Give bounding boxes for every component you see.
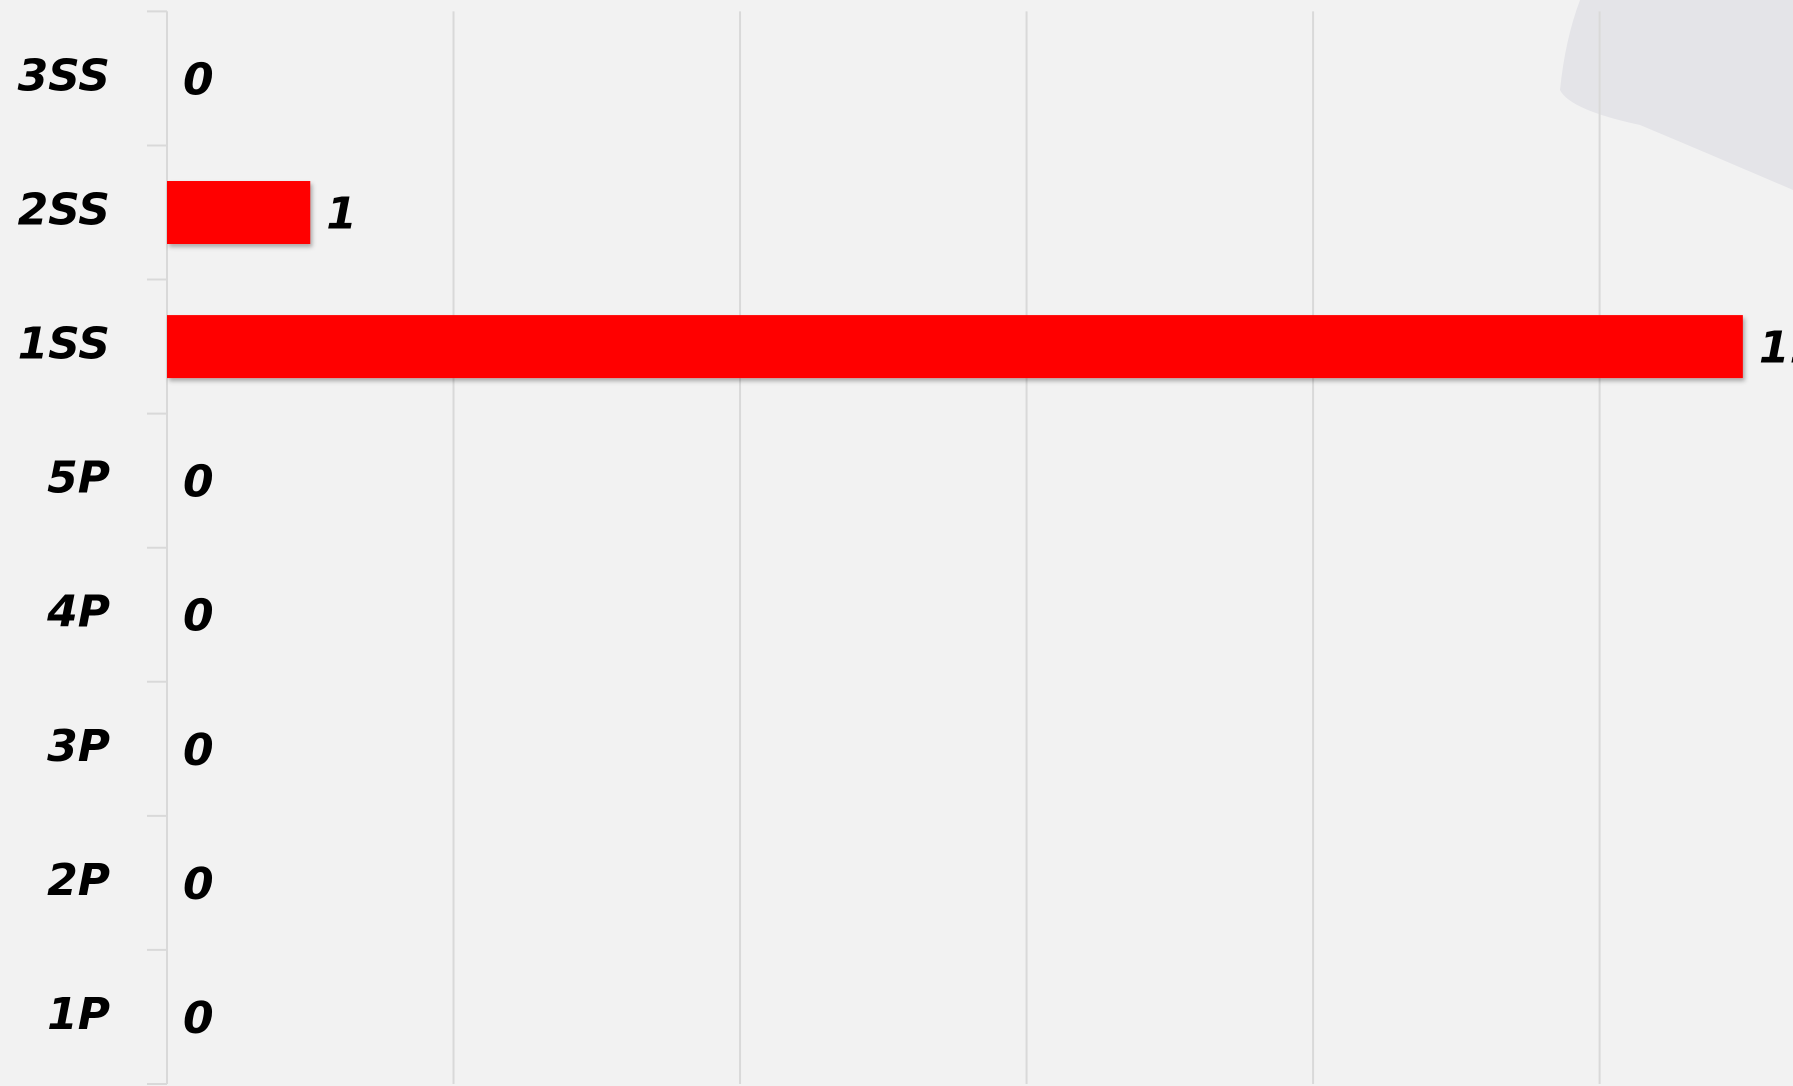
data-label: 0 (183, 54, 214, 105)
y-tick-label: 2SS (18, 185, 110, 236)
data-label: 0 (183, 725, 214, 776)
y-tick-label: 1P (47, 989, 110, 1040)
y-tick-label: 4P (46, 587, 110, 638)
data-label: 1 (326, 189, 357, 240)
y-tick-label: 3P (47, 721, 110, 772)
data-label: 0 (183, 457, 214, 508)
data-label: 0 (183, 591, 214, 642)
y-tick-label: 2P (47, 855, 110, 906)
plot-area: 3SS 0 2SS 1 1SS 11 5P 0 4P 0 3P 0 2P 0 1P 0 (18, 10, 1793, 1085)
data-label: 11 (1759, 323, 1793, 374)
data-label: 0 (183, 993, 214, 1044)
y-tick-label: 3SS (18, 50, 110, 101)
decoration (1560, 0, 1793, 190)
bar (167, 181, 311, 245)
bar (167, 315, 1743, 379)
y-tick-label: 5P (47, 453, 110, 504)
y-tick-label: 1SS (18, 319, 110, 370)
data-label: 0 (183, 859, 214, 910)
